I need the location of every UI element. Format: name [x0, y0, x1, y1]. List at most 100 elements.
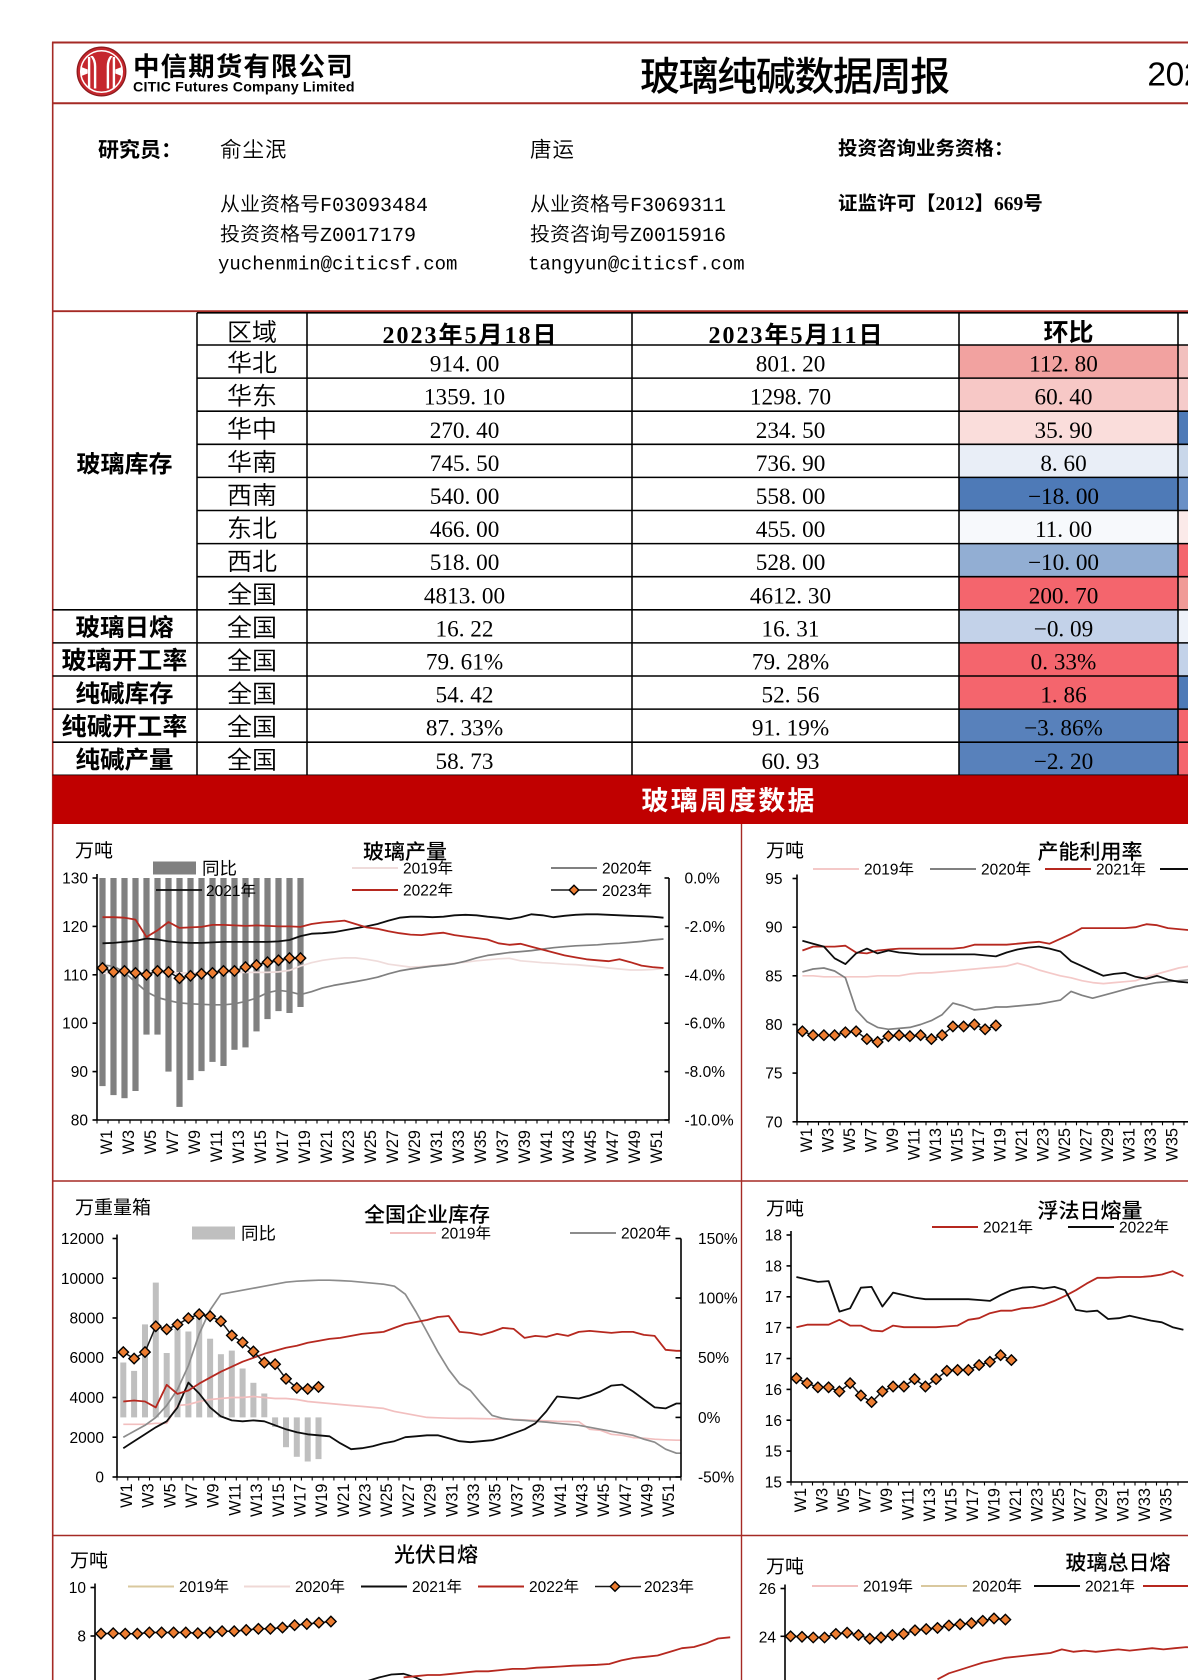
- svg-text:16: 16: [765, 1382, 782, 1399]
- svg-text:W29: W29: [422, 1484, 440, 1517]
- svg-text:52. 56: 52. 56: [762, 683, 820, 709]
- svg-text:W37: W37: [494, 1130, 512, 1163]
- svg-text:W9: W9: [186, 1130, 204, 1154]
- svg-text:W7: W7: [862, 1128, 880, 1152]
- svg-text:yuchenmin@citicsf.com: yuchenmin@citicsf.com: [218, 254, 457, 276]
- svg-text:W3: W3: [813, 1488, 831, 1512]
- svg-text:18: 18: [765, 1258, 782, 1275]
- svg-text:2023: 2023: [1147, 57, 1188, 94]
- svg-text:W27: W27: [400, 1484, 418, 1517]
- svg-text:16: 16: [765, 1413, 782, 1430]
- svg-text:18: 18: [765, 1228, 782, 1245]
- svg-text:1. 86: 1. 86: [1040, 683, 1086, 709]
- svg-text:W17: W17: [292, 1484, 310, 1517]
- svg-text:W23: W23: [1034, 1128, 1052, 1161]
- svg-text:W3: W3: [120, 1130, 138, 1154]
- svg-text:0.0%: 0.0%: [685, 871, 721, 888]
- svg-text:91. 19%: 91. 19%: [752, 716, 829, 742]
- svg-text:0%: 0%: [698, 1410, 721, 1427]
- svg-text:95: 95: [765, 871, 782, 888]
- svg-text:W23: W23: [357, 1484, 375, 1517]
- svg-text:W29: W29: [1099, 1128, 1117, 1161]
- svg-text:W13: W13: [921, 1488, 939, 1521]
- svg-text:-10.0%: -10.0%: [685, 1113, 734, 1130]
- svg-text:W11: W11: [208, 1130, 226, 1162]
- svg-text:W45: W45: [595, 1484, 613, 1517]
- svg-text:4000: 4000: [70, 1390, 105, 1407]
- svg-text:W29: W29: [1093, 1488, 1111, 1521]
- svg-text:W1: W1: [98, 1130, 116, 1154]
- svg-text:85: 85: [765, 968, 782, 985]
- svg-text:60. 93: 60. 93: [762, 749, 820, 775]
- svg-text:8000: 8000: [70, 1311, 105, 1328]
- svg-text:W23: W23: [340, 1130, 358, 1163]
- svg-text:W19: W19: [991, 1128, 1009, 1161]
- svg-text:W51: W51: [660, 1484, 678, 1517]
- svg-text:W11: W11: [899, 1488, 917, 1520]
- svg-text:100%: 100%: [698, 1291, 738, 1308]
- svg-text:17: 17: [765, 1289, 782, 1306]
- svg-text:79. 28%: 79. 28%: [752, 650, 829, 676]
- svg-text:W27: W27: [1077, 1128, 1095, 1161]
- svg-text:0: 0: [95, 1470, 104, 1487]
- svg-text:466. 00: 466. 00: [430, 517, 500, 543]
- svg-text:558. 00: 558. 00: [756, 484, 826, 510]
- svg-text:W43: W43: [574, 1484, 592, 1517]
- svg-text:80: 80: [765, 1017, 783, 1034]
- svg-text:W41: W41: [538, 1130, 556, 1163]
- svg-text:W23: W23: [1028, 1488, 1046, 1521]
- svg-text:W33: W33: [450, 1130, 468, 1163]
- svg-text:W9: W9: [884, 1128, 902, 1152]
- svg-text:-2.0%: -2.0%: [685, 919, 726, 936]
- svg-text:2000: 2000: [70, 1430, 105, 1447]
- svg-text:60. 40: 60. 40: [1035, 385, 1093, 411]
- svg-text:110: 110: [63, 967, 88, 984]
- svg-text:15: 15: [765, 1444, 782, 1461]
- svg-text:W35: W35: [1157, 1488, 1175, 1521]
- svg-text:W33: W33: [465, 1484, 483, 1517]
- svg-text:150%: 150%: [698, 1231, 738, 1248]
- svg-text:W25: W25: [1050, 1488, 1068, 1521]
- svg-text:W33: W33: [1142, 1128, 1160, 1161]
- svg-text:W31: W31: [428, 1130, 446, 1163]
- svg-text:W5: W5: [161, 1484, 179, 1508]
- svg-text:-50%: -50%: [698, 1470, 734, 1487]
- svg-text:0. 33%: 0. 33%: [1031, 650, 1097, 676]
- svg-text:90: 90: [765, 920, 783, 937]
- svg-text:16. 22: 16. 22: [436, 616, 494, 642]
- svg-text:16. 31: 16. 31: [762, 616, 820, 642]
- svg-text:15: 15: [765, 1475, 782, 1492]
- svg-text:90: 90: [71, 1064, 89, 1081]
- svg-text:914. 00: 914. 00: [430, 352, 500, 378]
- svg-text:W25: W25: [1056, 1128, 1074, 1161]
- svg-text:17: 17: [765, 1351, 782, 1368]
- svg-text:W5: W5: [142, 1130, 160, 1154]
- svg-text:80: 80: [71, 1113, 89, 1130]
- svg-text:W41: W41: [552, 1484, 570, 1517]
- svg-text:W43: W43: [560, 1130, 578, 1163]
- svg-text:W15: W15: [252, 1130, 270, 1163]
- svg-text:1359. 10: 1359. 10: [424, 385, 505, 411]
- svg-text:10000: 10000: [61, 1271, 104, 1288]
- svg-text:100: 100: [62, 1016, 88, 1033]
- svg-text:W5: W5: [841, 1128, 859, 1152]
- svg-text:8: 8: [77, 1629, 86, 1646]
- svg-text:79. 61%: 79. 61%: [426, 650, 503, 676]
- svg-text:112. 80: 112. 80: [1029, 352, 1098, 378]
- svg-text:W5: W5: [835, 1488, 853, 1512]
- svg-text:W39: W39: [516, 1130, 534, 1163]
- svg-text:W15: W15: [942, 1488, 960, 1521]
- svg-text:W27: W27: [1071, 1488, 1089, 1521]
- svg-text:736. 90: 736. 90: [756, 451, 826, 477]
- svg-text:W29: W29: [406, 1130, 424, 1163]
- svg-text:W9: W9: [205, 1484, 223, 1508]
- svg-text:W47: W47: [617, 1484, 635, 1517]
- svg-text:W1: W1: [118, 1484, 136, 1508]
- svg-text:4612. 30: 4612. 30: [750, 583, 831, 609]
- svg-text:-8.0%: -8.0%: [685, 1064, 726, 1081]
- svg-text:W17: W17: [274, 1130, 292, 1163]
- svg-text:120: 120: [62, 919, 88, 936]
- svg-text:W21: W21: [1007, 1488, 1025, 1521]
- svg-text:200. 70: 200. 70: [1029, 583, 1099, 609]
- svg-text:−10. 00: −10. 00: [1028, 550, 1099, 576]
